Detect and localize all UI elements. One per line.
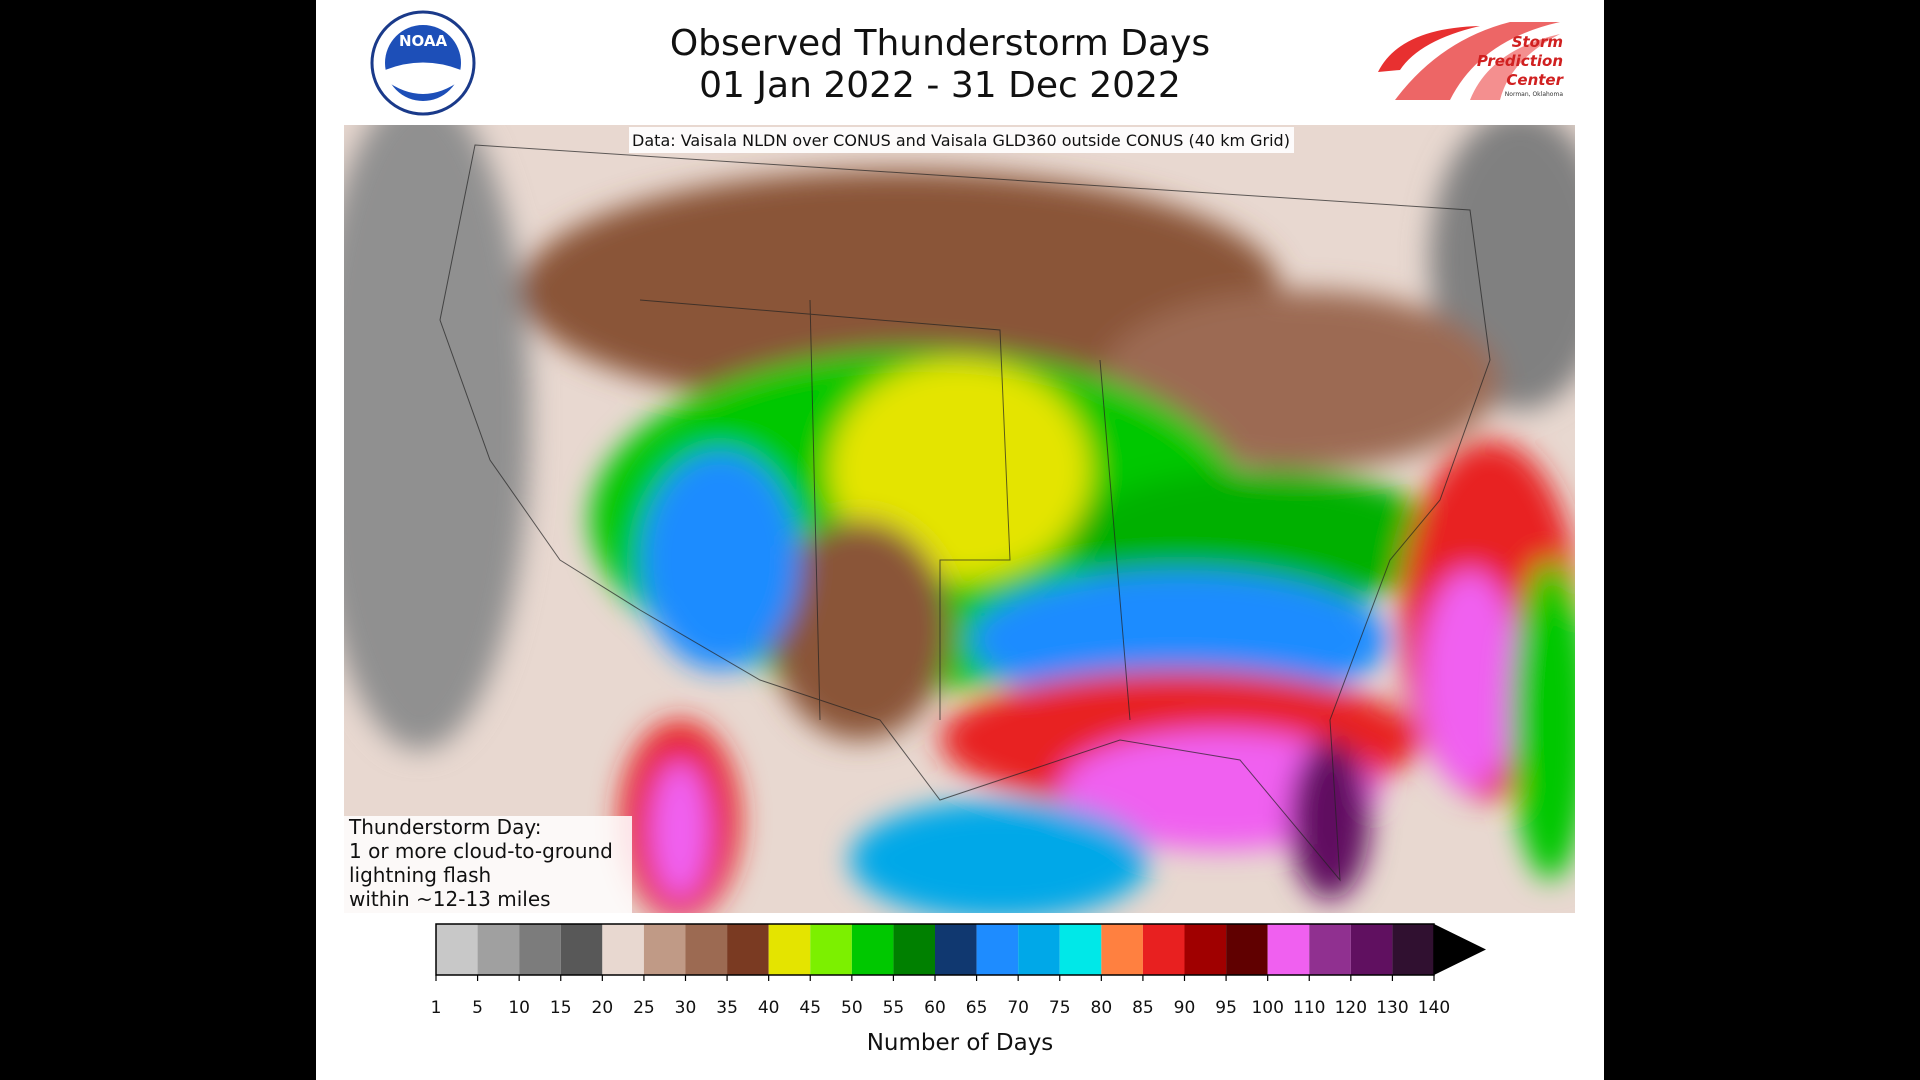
colorbar-swatch [768, 924, 811, 975]
colorbar-tick-label: 95 [1215, 998, 1237, 1018]
colorbar-swatch [810, 924, 852, 975]
colorbar-tick-label: 110 [1293, 998, 1325, 1018]
definition-bg [344, 816, 632, 913]
colorbar-tick-label: 60 [924, 998, 946, 1018]
colorbar-swatch [1059, 924, 1102, 975]
colorbar-tick-label: 15 [550, 998, 572, 1018]
colorbar-tick-label: 20 [592, 998, 614, 1018]
colorbar-swatch [935, 924, 977, 975]
colorbar-tick-label: 45 [799, 998, 821, 1018]
colorbar-tick-label: 75 [1049, 998, 1071, 1018]
title: 01 Jan 2022 - 31 Dec 2022 [699, 65, 1181, 106]
noaa-logo: NOAA [370, 10, 476, 116]
noaa-text: NOAA [399, 32, 448, 50]
spc-text: Storm [1512, 33, 1563, 51]
colorbar-tick-label: 55 [883, 998, 905, 1018]
data-note: Data: Vaisala NLDN over CONUS and Vaisal… [632, 131, 1290, 150]
colorbar-swatch [560, 924, 603, 975]
colorbar-extend [1434, 924, 1486, 975]
colorbar-tick-label: 5 [472, 998, 483, 1018]
colorbar-label: Number of Days [867, 1030, 1054, 1056]
colorbar-tick-label: 65 [966, 998, 988, 1018]
colorbar-swatch [643, 924, 686, 975]
colorbar-swatch [685, 924, 728, 975]
colorbar-swatch [976, 924, 1019, 975]
definition: within ~12-13 miles [349, 887, 551, 911]
spc-logo: Storm Prediction Center Norman, Oklahoma [1378, 22, 1565, 100]
colorbar-tick-label: 50 [841, 998, 863, 1018]
colorbar-tick-label: 100 [1251, 998, 1283, 1018]
colorbar: 1 5 10 15 20 25 30 35 40 45 50 55 60 65 70 75 80 85 90 95 10… [431, 923, 1486, 1018]
colorbar-swatch [477, 924, 520, 975]
colorbar-tick-label: 70 [1007, 998, 1029, 1018]
colorbar-swatch [1392, 924, 1434, 975]
spc-location: Norman, Oklahoma [1505, 91, 1564, 98]
definition: 1 or more cloud-to-ground [349, 839, 613, 863]
definition: lightning flash [349, 863, 491, 887]
colorbar-tick-label: 35 [716, 998, 738, 1018]
colorbar-swatch [893, 924, 935, 975]
colorbar-swatch [1184, 924, 1227, 975]
colorbar-tick-label: 40 [758, 998, 780, 1018]
title: Observed Thunderstorm Days [670, 23, 1210, 64]
colorbar-swatch [727, 924, 769, 975]
colorbar-tick-label: 90 [1174, 998, 1196, 1018]
colorbar-tick-label: 25 [633, 998, 655, 1018]
colorbar-swatch [851, 924, 894, 975]
colorbar-swatch [519, 924, 561, 975]
colorbar-swatch [1101, 924, 1143, 975]
colorbar-tick-label: 10 [508, 998, 530, 1018]
colorbar-swatch [1018, 924, 1060, 975]
spc-text: Prediction [1477, 52, 1563, 70]
colorbar-swatch [1267, 924, 1310, 975]
colorbar-swatch [1142, 924, 1185, 975]
colorbar-swatch [436, 924, 478, 975]
colorbar-swatch [1350, 924, 1393, 975]
map [344, 125, 1575, 913]
colorbar-tick-label: 140 [1418, 998, 1450, 1018]
colorbar-tick-label: 80 [1091, 998, 1113, 1018]
spc-text: Center [1506, 71, 1564, 89]
colorbar-tick-label: 130 [1376, 998, 1408, 1018]
colorbar-swatch [1309, 924, 1351, 975]
definition: Thunderstorm Day: [348, 815, 541, 839]
colorbar-swatch [602, 924, 644, 975]
colorbar-tick-label: 30 [675, 998, 697, 1018]
colorbar-tick-label: 1 [431, 998, 442, 1018]
data-note-bg [629, 127, 1294, 153]
colorbar-tick-label: 120 [1335, 998, 1367, 1018]
colorbar-tick-label: 85 [1132, 998, 1154, 1018]
colorbar-swatch [1226, 924, 1268, 975]
